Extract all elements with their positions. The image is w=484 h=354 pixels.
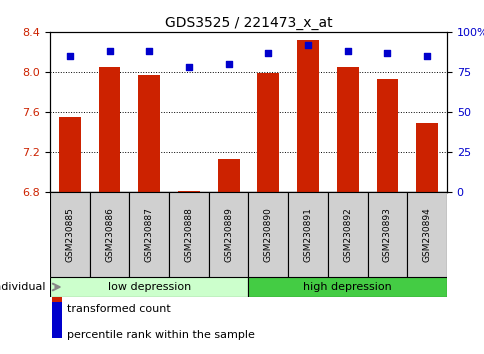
Text: low depression: low depression bbox=[107, 282, 191, 292]
Bar bbox=[52, 276, 62, 312]
Text: high depression: high depression bbox=[303, 282, 392, 292]
Bar bbox=[59, 117, 81, 192]
Bar bbox=[178, 191, 199, 192]
Point bbox=[383, 50, 391, 56]
Title: GDS3525 / 221473_x_at: GDS3525 / 221473_x_at bbox=[165, 16, 332, 30]
Bar bbox=[50, 192, 90, 277]
Bar bbox=[209, 192, 248, 277]
Point bbox=[303, 42, 311, 48]
Bar bbox=[415, 123, 437, 192]
Bar bbox=[297, 40, 318, 192]
Point bbox=[145, 48, 153, 54]
Bar bbox=[217, 159, 239, 192]
Bar bbox=[287, 192, 327, 277]
Text: percentile rank within the sample: percentile rank within the sample bbox=[67, 330, 255, 340]
Text: GSM230889: GSM230889 bbox=[224, 207, 233, 262]
Text: GSM230887: GSM230887 bbox=[144, 207, 153, 262]
Text: individual: individual bbox=[0, 282, 45, 292]
Text: GSM230888: GSM230888 bbox=[184, 207, 193, 262]
Bar bbox=[98, 67, 120, 192]
Bar bbox=[248, 277, 446, 297]
Bar bbox=[50, 277, 248, 297]
Text: GSM230890: GSM230890 bbox=[263, 207, 272, 262]
Text: GSM230885: GSM230885 bbox=[65, 207, 74, 262]
Point bbox=[423, 53, 430, 59]
Text: GSM230894: GSM230894 bbox=[422, 207, 431, 262]
Bar bbox=[248, 192, 287, 277]
Text: GSM230891: GSM230891 bbox=[303, 207, 312, 262]
Bar bbox=[169, 192, 209, 277]
Bar bbox=[367, 192, 407, 277]
Text: GSM230892: GSM230892 bbox=[343, 207, 351, 262]
Point bbox=[224, 61, 232, 67]
Bar bbox=[52, 302, 62, 338]
Bar bbox=[336, 67, 358, 192]
Bar bbox=[90, 192, 129, 277]
Bar bbox=[327, 192, 367, 277]
Point bbox=[264, 50, 272, 56]
Bar bbox=[376, 79, 397, 192]
Point bbox=[106, 48, 113, 54]
Bar bbox=[138, 75, 160, 192]
Point bbox=[185, 64, 193, 70]
Text: GSM230893: GSM230893 bbox=[382, 207, 391, 262]
Point bbox=[66, 53, 74, 59]
Text: transformed count: transformed count bbox=[67, 304, 170, 314]
Bar bbox=[257, 73, 279, 192]
Text: GSM230886: GSM230886 bbox=[105, 207, 114, 262]
Point bbox=[343, 48, 351, 54]
Bar bbox=[129, 192, 169, 277]
Bar bbox=[407, 192, 446, 277]
